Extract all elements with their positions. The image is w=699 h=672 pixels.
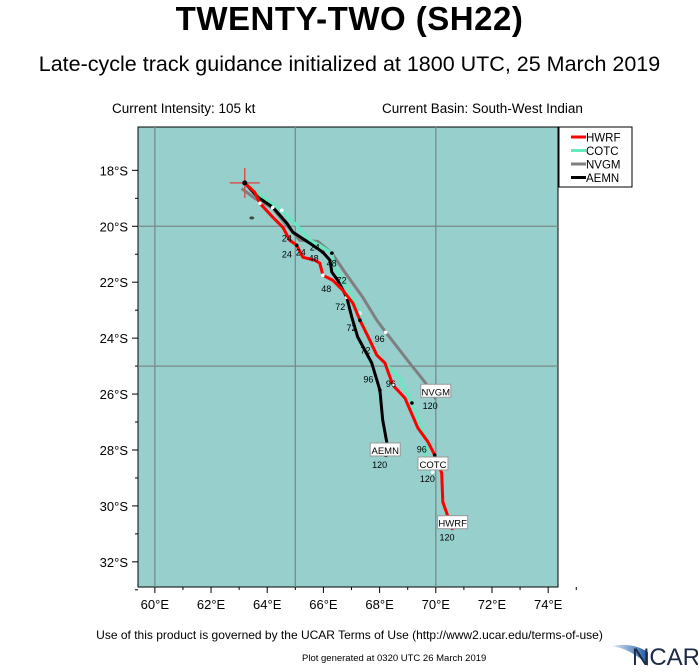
track-point bbox=[258, 201, 262, 206]
terms-of-use: Use of this product is governed by the U… bbox=[96, 628, 603, 642]
track-end-label-box bbox=[420, 383, 452, 398]
ocean-area bbox=[137, 126, 559, 588]
track-point bbox=[391, 383, 395, 387]
lon-tick-label: 74°E bbox=[534, 597, 563, 612]
forecast-hour-label: 96 bbox=[363, 375, 373, 385]
track-point bbox=[378, 388, 382, 392]
lon-tick-label: 66°E bbox=[309, 597, 338, 612]
forecast-hour-label: 72 bbox=[337, 275, 347, 285]
forecast-hour-label: 72 bbox=[361, 345, 371, 355]
forecast-hour-label: 48 bbox=[309, 254, 319, 264]
plot-generated-time: Plot generated at 0320 UTC 26 March 2019 bbox=[302, 653, 487, 664]
track-point bbox=[410, 401, 414, 405]
lon-tick-label: 72°E bbox=[478, 597, 507, 612]
current-basin: Current Basin: South-West Indian bbox=[382, 101, 583, 116]
track-point bbox=[430, 470, 435, 474]
legend-label: COTC bbox=[586, 146, 619, 158]
lon-tick-label: 64°E bbox=[253, 597, 282, 612]
track-end-hour: 120 bbox=[423, 401, 438, 411]
forecast-hour-label: 24 bbox=[296, 247, 306, 257]
track-end-label: NVGM bbox=[422, 387, 451, 398]
legend-label: AEMN bbox=[586, 173, 619, 185]
track-end-label: COTC bbox=[420, 460, 447, 471]
track-cotc bbox=[244, 182, 435, 473]
track-end-label-box bbox=[369, 442, 401, 457]
track-end-hour: 120 bbox=[420, 474, 435, 484]
forecast-hour-label: 24 bbox=[282, 233, 292, 243]
track-end-label: HWRF bbox=[438, 519, 467, 530]
lat-tick-label: 20°S bbox=[100, 219, 129, 234]
lat-tick-label: 24°S bbox=[100, 331, 129, 346]
track-point bbox=[358, 318, 362, 323]
track-point bbox=[432, 453, 437, 457]
lat-tick-label: 32°S bbox=[100, 555, 129, 570]
lon-tick-label: 60°E bbox=[141, 597, 170, 612]
track-aemn bbox=[244, 182, 389, 458]
forecast-hour-label: 72 bbox=[347, 323, 357, 333]
track-point bbox=[271, 205, 275, 210]
lat-tick-label: 30°S bbox=[100, 499, 129, 514]
track-point bbox=[321, 273, 325, 278]
track-hwrf bbox=[244, 182, 455, 531]
track-point bbox=[294, 243, 299, 248]
lat-tick-label: 18°S bbox=[100, 163, 129, 178]
forecast-hour-label: 24 bbox=[310, 242, 320, 252]
forecast-hour-label: 48 bbox=[321, 284, 331, 294]
track-end-label-box bbox=[417, 456, 449, 471]
track-end-label: AEMN bbox=[371, 446, 399, 457]
ncar-swoosh-icon bbox=[612, 644, 648, 666]
storm-title: TWENTY-TWO (SH22) bbox=[175, 0, 524, 37]
guidance-subtitle: Late-cycle track guidance initialized at… bbox=[38, 52, 661, 76]
track-end-hour: 120 bbox=[372, 460, 387, 470]
legend-label: HWRF bbox=[586, 133, 621, 145]
forecast-hour-label: 24 bbox=[282, 249, 292, 259]
track-point bbox=[321, 250, 325, 255]
current-position-dot bbox=[242, 180, 248, 186]
forecast-hour-label: 96 bbox=[417, 445, 427, 455]
lon-tick-label: 62°E bbox=[197, 597, 226, 612]
legend-label: NVGM bbox=[586, 160, 621, 172]
forecast-hour-label: 96 bbox=[386, 379, 396, 389]
ncar-logo-text: NCAR bbox=[632, 644, 698, 667]
ncar-logo: NCAR bbox=[612, 640, 699, 672]
track-point bbox=[383, 330, 388, 335]
lat-tick-label: 22°S bbox=[100, 275, 129, 290]
lat-tick-label: 26°S bbox=[100, 387, 129, 402]
forecast-hour-label: 72 bbox=[335, 302, 345, 312]
lon-tick-label: 68°E bbox=[365, 597, 394, 612]
track-end-hour: 120 bbox=[440, 533, 455, 543]
lon-tick-label: 70°E bbox=[422, 597, 451, 612]
track-point bbox=[280, 208, 284, 213]
forecast-hour-label: 48 bbox=[327, 259, 337, 269]
track-point bbox=[330, 251, 334, 255]
forecast-hour-label: 96 bbox=[375, 334, 385, 344]
island bbox=[249, 216, 255, 220]
current-intensity: Current Intensity: 105 kt bbox=[112, 101, 256, 116]
lat-tick-label: 28°S bbox=[100, 443, 129, 458]
track-end-label-box bbox=[437, 515, 469, 530]
